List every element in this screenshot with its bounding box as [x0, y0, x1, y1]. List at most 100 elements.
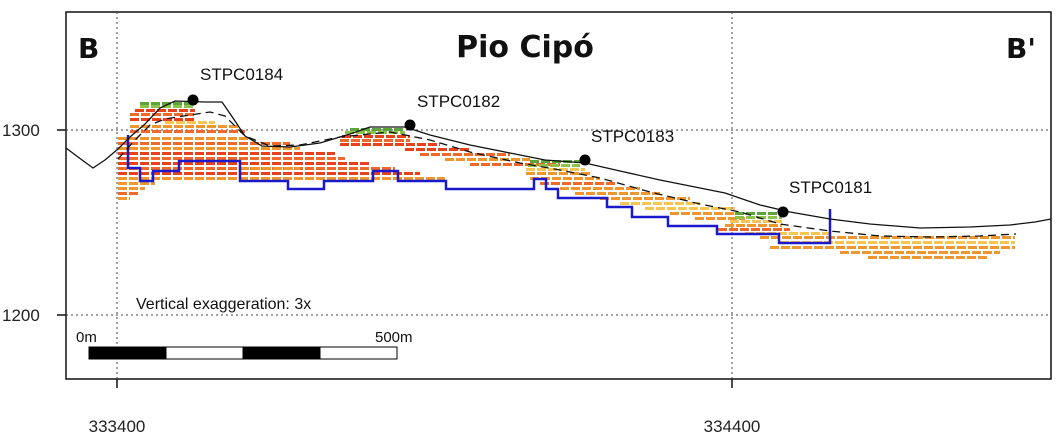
grade-block — [946, 246, 955, 249]
grade-block — [481, 163, 490, 166]
grade-block — [939, 251, 948, 254]
grade-block — [371, 177, 380, 180]
grade-block — [184, 142, 193, 145]
grade-block — [511, 158, 520, 161]
grade-block — [118, 157, 127, 160]
grade-block — [769, 224, 778, 227]
grade-block — [360, 177, 369, 180]
grade-block — [678, 207, 687, 210]
grade-block — [229, 125, 238, 128]
grade-block — [152, 113, 161, 116]
grade-block — [305, 152, 314, 155]
grade-block — [152, 118, 161, 121]
grade-block — [470, 163, 479, 166]
grade-block — [881, 236, 890, 239]
grade-block — [857, 241, 866, 244]
grade-block — [338, 167, 347, 170]
grade-block — [228, 172, 237, 175]
grade-block — [196, 125, 205, 128]
grade-block — [880, 246, 889, 249]
grade-block — [983, 251, 992, 254]
grade-block — [630, 192, 639, 195]
grade-block — [437, 177, 445, 180]
y-tick-label-1300: 1300 — [2, 121, 40, 140]
grade-block — [768, 212, 777, 215]
grade-block — [118, 197, 127, 200]
grade-block — [239, 162, 248, 165]
grade-block — [261, 157, 270, 160]
drillhole-label-stpc0182: STPC0182 — [417, 92, 500, 111]
grade-block — [364, 135, 373, 138]
grade-block — [272, 152, 281, 155]
grade-block — [351, 139, 360, 142]
grade-block — [584, 182, 593, 185]
grade-block — [837, 236, 846, 239]
drillhole-collar-stpc0181[interactable] — [777, 206, 789, 218]
grade-block — [782, 236, 791, 239]
drillhole-collar-stpc0184[interactable] — [187, 94, 199, 106]
gridlines — [66, 12, 1051, 379]
drillhole-collar-stpc0182[interactable] — [404, 119, 416, 131]
grade-block — [151, 182, 155, 185]
grade-block — [316, 157, 325, 160]
grade-block — [895, 251, 904, 254]
grade-block — [822, 232, 830, 235]
grade-block — [184, 157, 193, 160]
grade-block — [778, 232, 787, 235]
grade-block — [294, 152, 303, 155]
grade-block — [779, 216, 782, 219]
grade-block — [360, 172, 369, 175]
grade-block — [957, 246, 966, 249]
grade-block — [714, 212, 723, 215]
grade-block — [611, 197, 620, 200]
grade-block — [217, 152, 226, 155]
grade-block — [758, 224, 767, 227]
grade-block — [294, 147, 300, 150]
grade-block — [655, 197, 664, 200]
grade-block — [118, 187, 127, 190]
grade-block — [593, 187, 602, 190]
grade-block — [746, 212, 755, 215]
grade-block — [316, 172, 325, 175]
grade-block — [217, 147, 226, 150]
grade-block — [349, 172, 358, 175]
grade-block — [548, 172, 557, 175]
grade-block — [239, 137, 248, 140]
grade-block — [781, 246, 790, 249]
grade-block — [239, 142, 248, 145]
grade-block — [118, 162, 127, 165]
grade-block — [151, 177, 160, 180]
grade-block — [406, 143, 415, 146]
grade-block — [978, 256, 987, 259]
grade-block — [190, 109, 195, 112]
grade-block — [151, 142, 160, 145]
grade-block — [228, 167, 237, 170]
grade-block — [562, 182, 571, 185]
grade-block — [990, 246, 999, 249]
grade-block — [404, 177, 413, 180]
grade-block — [950, 251, 959, 254]
grade-block — [196, 130, 205, 133]
grade-block — [184, 172, 193, 175]
grade-block — [294, 177, 303, 180]
grade-block — [873, 251, 882, 254]
grade-block — [572, 164, 580, 167]
grade-block — [184, 105, 193, 108]
grade-block — [746, 216, 755, 219]
grade-block — [185, 118, 194, 121]
grade-block — [129, 187, 138, 190]
grade-block — [217, 172, 226, 175]
grade-block — [129, 142, 138, 145]
grade-block — [1011, 241, 1015, 244]
grade-block — [467, 158, 476, 161]
scale-bar-segment-1 — [88, 346, 167, 360]
grade-block — [360, 167, 369, 170]
grade-block — [934, 256, 943, 259]
grade-block — [130, 113, 139, 116]
drillhole-collar-stpc0183[interactable] — [579, 154, 591, 166]
grade-block — [351, 143, 360, 146]
grade-block — [478, 158, 487, 161]
grade-block — [195, 162, 204, 165]
grade-block — [384, 143, 393, 146]
grade-block — [162, 177, 171, 180]
